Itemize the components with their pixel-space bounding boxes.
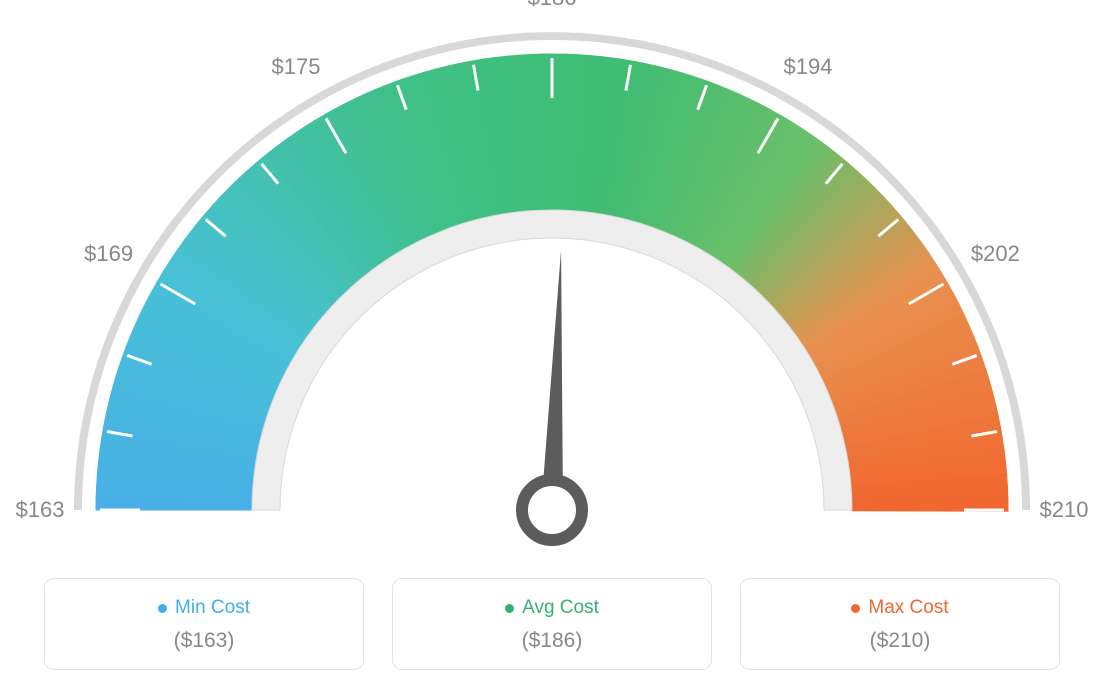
legend-row: Min Cost ($163) Avg Cost ($186) Max Cost… [0,578,1104,670]
gauge-chart: $163 $169 $175 $186 $194 $202 $210 [0,0,1104,560]
gauge-tick-label: $186 [528,0,577,11]
legend-card-max: Max Cost ($210) [740,578,1060,670]
gauge-tick-label: $202 [971,241,1020,267]
legend-min-label: Min Cost [158,597,250,619]
legend-max-label: Max Cost [851,597,948,619]
legend-avg-value: ($186) [403,629,701,653]
legend-avg-label: Avg Cost [505,597,599,619]
gauge-tick-label: $175 [272,54,321,80]
legend-card-avg: Avg Cost ($186) [392,578,712,670]
legend-min-value: ($163) [55,629,353,653]
gauge-tick-label: $163 [16,497,65,523]
gauge-tick-label: $194 [784,54,833,80]
gauge-tick-label: $169 [84,241,133,267]
legend-max-value: ($210) [751,629,1049,653]
gauge-tick-label: $210 [1040,497,1089,523]
gauge-svg [0,0,1104,560]
legend-card-min: Min Cost ($163) [44,578,364,670]
